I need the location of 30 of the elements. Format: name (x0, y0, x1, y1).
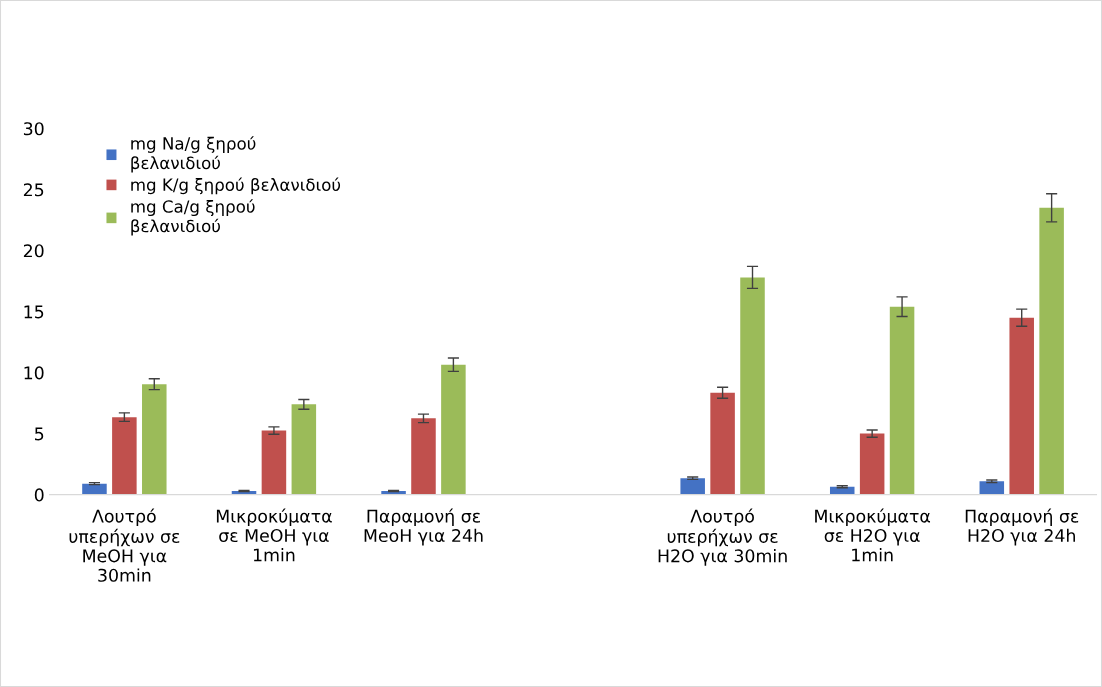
legend-label: mg K/g ξηρού βελανιδιού (131, 177, 341, 195)
y-tick-label: 30 (23, 122, 44, 136)
bar (680, 478, 705, 495)
bar (261, 430, 287, 495)
bar (291, 404, 317, 495)
legend-label: mg Ca/g ξηρού βελανιδιού (131, 199, 255, 236)
bar (859, 433, 885, 495)
y-tick-label: 10 (24, 366, 44, 380)
bar (1009, 317, 1034, 495)
x-tick-label: Λουτρό υπερήχων σε H2O για 30min (658, 508, 787, 566)
bar (142, 384, 167, 495)
bar (411, 418, 436, 495)
y-tick-label: 25 (23, 183, 44, 197)
bar (710, 392, 735, 495)
bar (740, 277, 765, 495)
bar (979, 481, 1005, 495)
x-tick-label: Παραμονή σε H2O για 24h (965, 508, 1079, 546)
bar (82, 483, 107, 495)
y-tick-label: 20 (23, 244, 44, 258)
bar (1039, 207, 1064, 495)
y-tick-label: 0 (34, 488, 44, 502)
x-tick-label: Λουτρό υπερήχων σε MeOH για 30min (69, 508, 180, 582)
bar (441, 364, 466, 495)
bar (112, 417, 137, 495)
y-tick-label: 15 (24, 305, 44, 319)
y-tick-label: 5 (35, 427, 44, 441)
x-tick-label: Μικροκύματα σε H2O για 1min (815, 508, 931, 562)
x-tick-label: Μικροκύματα σε MeOH για 1min (216, 508, 332, 562)
bar (889, 306, 915, 495)
x-tick-label: Παραμονή σε MeoH για 24h (364, 508, 483, 546)
